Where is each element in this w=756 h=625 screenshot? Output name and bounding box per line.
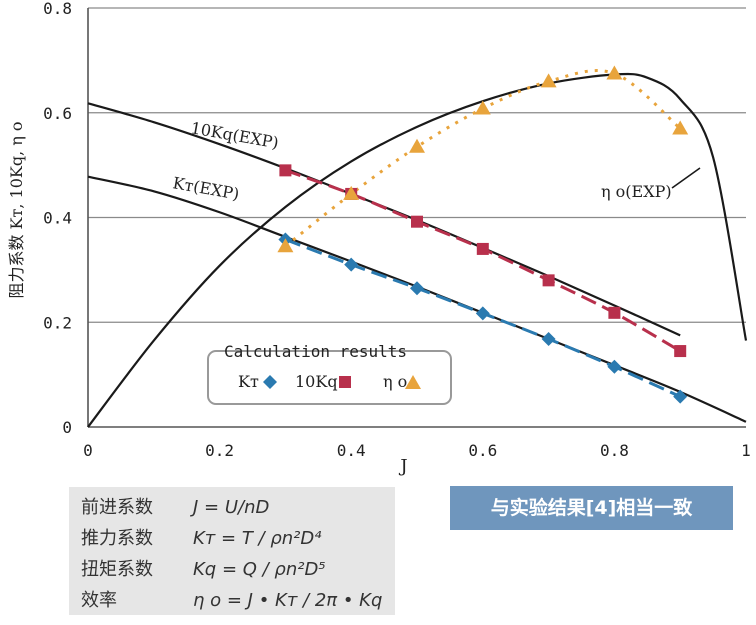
kt-point xyxy=(541,332,556,347)
eta-point xyxy=(277,238,294,253)
eta-point xyxy=(606,65,623,80)
y-tick-label: 0.4 xyxy=(43,209,72,228)
eta-curve-label: η o(EXP) xyxy=(601,182,672,201)
x-tick-label: 0.2 xyxy=(205,441,234,460)
propeller-chart: 0 0.2 0.4 0.6 0.8 1 0 0.2 0.4 0.6 0.8 J 阻力系数 Kт, 1… xyxy=(7,0,751,477)
eta-point xyxy=(474,100,491,115)
y-tick-label: 0 xyxy=(62,418,72,437)
y-tick-label: 0.8 xyxy=(43,0,72,18)
eta-point xyxy=(343,185,360,200)
x-tick-label: 1 xyxy=(741,441,751,460)
kt-point xyxy=(607,359,622,374)
legend-kt-marker xyxy=(263,375,277,389)
kq-point xyxy=(608,306,621,319)
kt-point xyxy=(673,389,688,404)
formula-thrust: 推力系数 Kт = T / ρn²D⁴ xyxy=(81,528,322,549)
kq-curve-label: 10Kq(EXP) xyxy=(189,118,280,152)
y-tick-label: 0.2 xyxy=(43,313,72,332)
x-tick-label: 0.8 xyxy=(600,441,629,460)
legend-kt-label: Kт xyxy=(238,372,259,391)
kq-point xyxy=(279,164,292,177)
formula-torque: 扭矩系数 Kq = Q / ρn²D⁵ xyxy=(81,559,326,580)
markers xyxy=(277,65,689,404)
kq-point xyxy=(674,345,687,358)
legend-box xyxy=(207,350,452,405)
x-tick-label: 0.6 xyxy=(468,441,497,460)
eta-point xyxy=(409,138,425,153)
eta-point xyxy=(540,73,557,88)
legend-eta-label: η o xyxy=(383,372,407,391)
legend-title: Calculation results xyxy=(224,342,407,361)
eta-label-leader xyxy=(671,167,701,189)
kt-point xyxy=(344,257,359,272)
x-tick-label: 0.4 xyxy=(337,441,366,460)
y-tick-label: 0.6 xyxy=(43,104,72,123)
x-axis-label: J xyxy=(398,456,407,477)
kq-point xyxy=(476,242,489,255)
eta-point xyxy=(672,120,689,135)
kt-point xyxy=(410,281,424,296)
kq-point xyxy=(411,215,423,228)
formula-advance: 前进系数 J = U/nD xyxy=(81,497,270,518)
legend-eta-marker xyxy=(405,375,421,389)
kt-point xyxy=(475,306,490,321)
conclusion-banner: 与实验结果[4]相当一致 xyxy=(450,486,733,530)
calc-line-3 xyxy=(284,69,682,248)
axes xyxy=(87,8,746,428)
legend-kq-label: 10Kq xyxy=(295,372,338,391)
kq-point xyxy=(542,274,555,287)
formula-box: 前进系数 J = U/nD 推力系数 Kт = T / ρn²D⁴ 扭矩系数 Kq =… xyxy=(69,487,395,615)
tick-labels: 0 0.2 0.4 0.6 0.8 1 0 0.2 0.4 0.6 0.8 xyxy=(43,0,751,460)
legend-kq-marker xyxy=(339,376,351,388)
legend: Calculation results Kт 10Kq η o xyxy=(207,342,452,405)
grid xyxy=(88,7,746,323)
y-axis-label: 阻力系数 Kт, 10Kq, η o xyxy=(7,121,26,298)
x-tick-label: 0 xyxy=(83,441,93,460)
formula-efficiency: 效率 η o = J • Kт / 2π • Kq xyxy=(81,590,383,611)
